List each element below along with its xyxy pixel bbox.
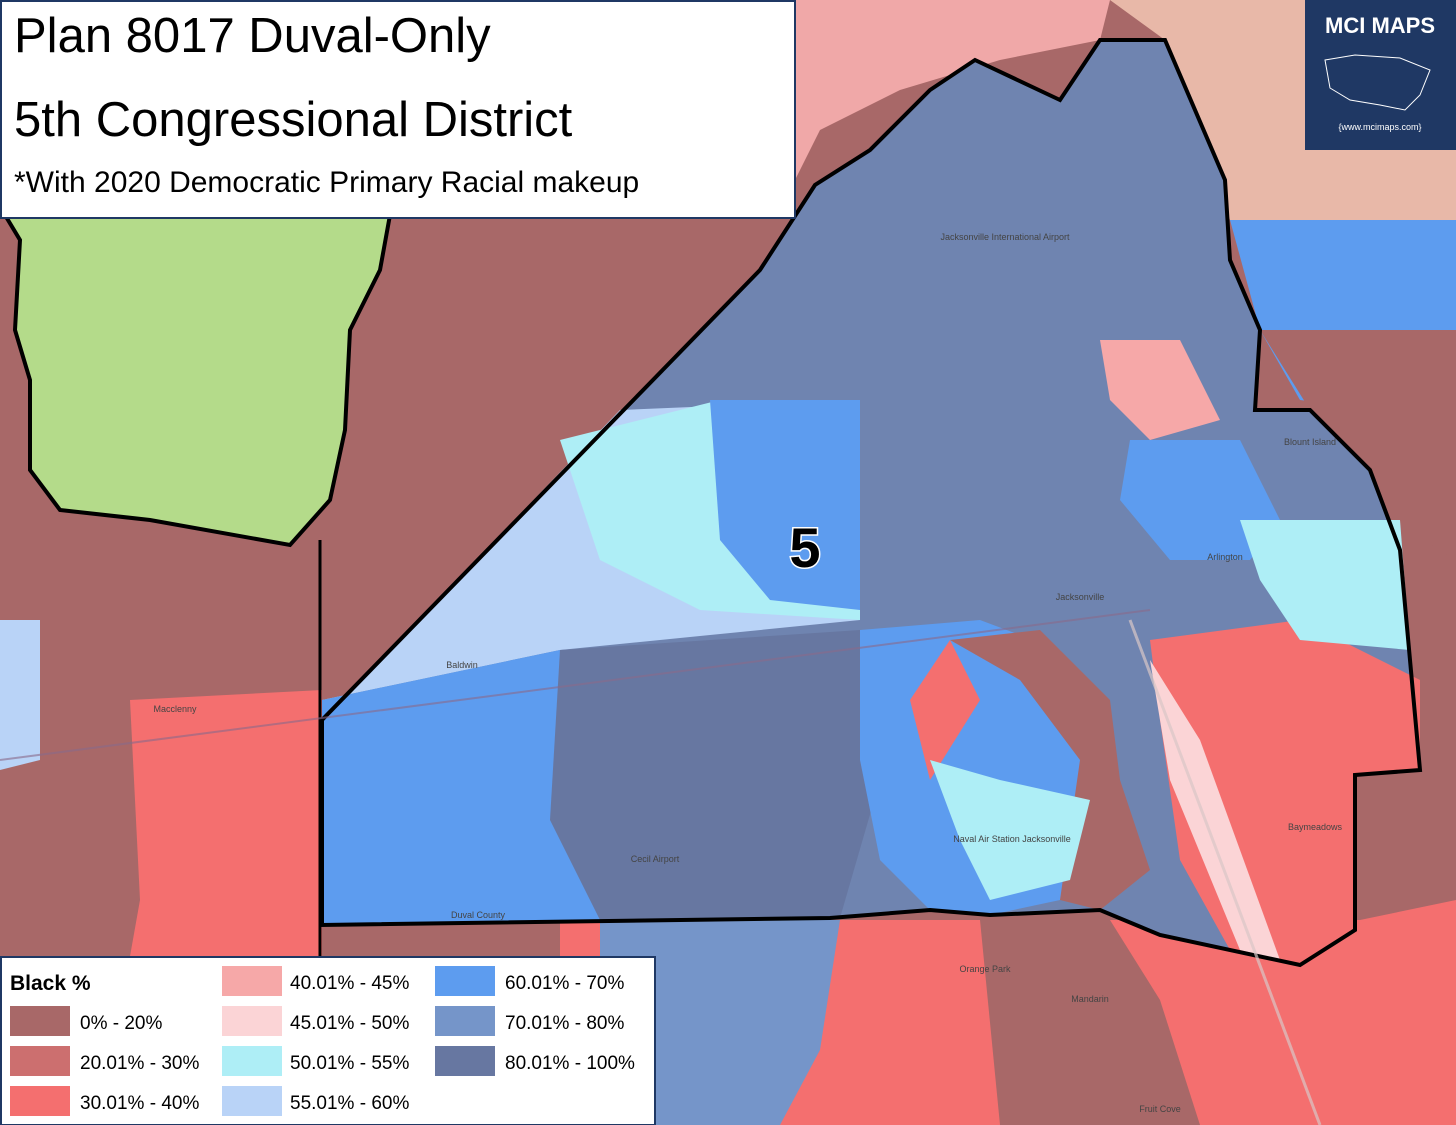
legend-swatch [222,1086,282,1116]
region [1100,340,1220,440]
district-label: 5 [789,516,820,579]
legend-swatch [222,1046,282,1076]
place-label: Fruit Cove [1139,1104,1181,1114]
legend: Black % 0% - 20% 20.01% - 30% 30.01% - 40%… [0,956,656,1125]
legend-label: 80.01% - 100% [505,1053,635,1074]
legend-swatch [435,966,495,996]
legend-label: 60.01% - 70% [505,973,624,994]
region [795,0,1110,180]
legend-title: Black % [10,972,91,995]
place-label: Naval Air Station Jacksonville [953,834,1071,844]
region [910,640,980,780]
legend-label: 55.01% - 60% [290,1093,409,1114]
region [950,630,1150,910]
region [1120,440,1280,560]
georgia-area [1,213,393,548]
legend-box [0,956,656,1125]
region [1110,0,1456,240]
logo-url: {www.mcimaps.com} [1338,122,1421,132]
logo-name: MCI MAPS [1325,13,1435,38]
place-label: Jacksonville International Airport [940,232,1070,242]
region [322,650,600,925]
region [1260,330,1456,560]
legend-label: 70.01% - 80% [505,1013,624,1034]
region [550,630,880,920]
legend-swatch [435,1006,495,1036]
region [1150,660,1280,960]
legend-label: 0% - 20% [80,1013,162,1034]
region [710,400,860,610]
place-label: Mandarin [1071,994,1109,1004]
legend-swatch [222,1006,282,1036]
road [0,609,1151,761]
title-box [0,0,796,219]
place-label: Cecil Airport [631,854,680,864]
place-label: Baymeadows [1288,822,1343,832]
region [980,920,1200,1125]
region [1240,520,1410,650]
title: Plan 8017 Duval-Only [14,9,491,63]
place-label: Blount Island [1284,437,1336,447]
legend-label: 50.01% - 55% [290,1053,409,1074]
legend-swatch [435,1046,495,1076]
region [930,760,1090,900]
legend-label: 20.01% - 30% [80,1053,199,1074]
legend-swatch [10,1006,70,1036]
logo-icon [1324,54,1431,111]
subtitle: *With 2020 Democratic Primary Racial mak… [14,166,639,199]
place-label: Duval County [451,910,506,920]
legend-swatch [10,1086,70,1116]
place-label: Arlington [1207,552,1243,562]
district-outline [320,38,1423,968]
title: 5th Congressional District [14,93,573,147]
place-label: Macclenny [153,704,197,714]
logo-box [1305,0,1456,150]
legend-label: 45.01% - 50% [290,1013,409,1034]
place-label: Orange Park [959,964,1011,974]
legend-swatch [222,966,282,996]
road [1128,619,1322,1125]
place-label: Jacksonville [1056,592,1105,602]
region [0,620,40,770]
legend-swatch [10,1046,70,1076]
legend-label: 30.01% - 40% [80,1093,199,1114]
region [600,920,840,1125]
legend-label: 40.01% - 45% [290,973,409,994]
place-label: Baldwin [446,660,478,670]
